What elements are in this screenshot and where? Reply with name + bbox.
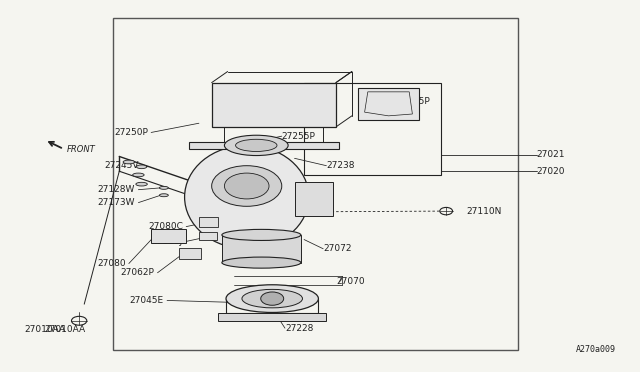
Text: 27062P: 27062P xyxy=(120,268,154,277)
Text: 27245P: 27245P xyxy=(396,97,430,106)
Bar xyxy=(304,83,441,175)
Text: 27021: 27021 xyxy=(537,150,565,159)
Text: 27070: 27070 xyxy=(336,278,365,286)
Bar xyxy=(151,229,186,243)
Text: 27228: 27228 xyxy=(285,324,314,333)
Ellipse shape xyxy=(222,257,301,268)
Circle shape xyxy=(212,166,282,206)
Ellipse shape xyxy=(222,230,301,240)
Ellipse shape xyxy=(123,160,134,164)
Text: 27080C: 27080C xyxy=(148,222,183,231)
Text: 27245V: 27245V xyxy=(104,161,138,170)
Ellipse shape xyxy=(159,186,168,189)
Ellipse shape xyxy=(242,289,303,308)
Ellipse shape xyxy=(136,165,147,169)
Circle shape xyxy=(225,173,269,199)
Bar xyxy=(212,83,336,127)
Text: 27072: 27072 xyxy=(323,244,352,253)
Polygon shape xyxy=(189,142,339,149)
Bar xyxy=(294,182,333,215)
Ellipse shape xyxy=(236,139,277,151)
Text: 27010AA: 27010AA xyxy=(24,326,65,334)
Bar xyxy=(222,235,301,263)
Ellipse shape xyxy=(159,194,168,197)
Ellipse shape xyxy=(226,285,319,312)
Circle shape xyxy=(260,292,284,305)
Bar xyxy=(179,248,201,259)
Text: A270a009: A270a009 xyxy=(576,345,616,354)
Text: 27010AA: 27010AA xyxy=(45,325,86,334)
Text: FRONT: FRONT xyxy=(67,145,95,154)
Text: 27128W: 27128W xyxy=(98,185,135,194)
Bar xyxy=(358,88,419,119)
Bar xyxy=(113,18,518,350)
Text: 27173W: 27173W xyxy=(98,198,135,207)
Ellipse shape xyxy=(132,173,144,177)
Bar xyxy=(199,217,218,227)
Text: 27238: 27238 xyxy=(326,161,355,170)
Text: 27110N: 27110N xyxy=(467,207,502,217)
Text: 27250P: 27250P xyxy=(114,128,148,137)
Bar xyxy=(199,232,217,240)
Ellipse shape xyxy=(136,182,147,186)
Text: 27255P: 27255P xyxy=(282,132,316,141)
Text: 27020: 27020 xyxy=(537,167,565,176)
Ellipse shape xyxy=(225,135,288,155)
Ellipse shape xyxy=(184,145,309,249)
Bar xyxy=(218,312,326,321)
Text: 27080: 27080 xyxy=(97,259,125,268)
Text: 27045E: 27045E xyxy=(130,296,164,305)
Text: 27060J: 27060J xyxy=(152,237,183,246)
